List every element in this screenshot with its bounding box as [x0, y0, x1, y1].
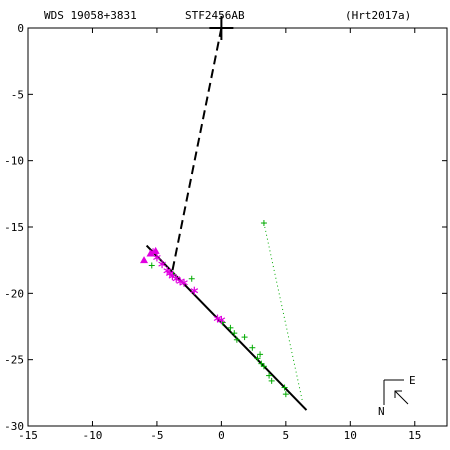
- asterisk-stroke: [217, 317, 226, 323]
- observation-plus-point: [260, 363, 267, 370]
- observation-plus-point: [281, 384, 288, 391]
- observation-plus-point: [233, 336, 240, 343]
- x-tick-label: -5: [150, 429, 163, 442]
- axis-ticks: -15 -10 -5 0 5 10 15 0 -5 -10 -15 -20 -25 -30: [4, 22, 447, 442]
- y-tick-label: -5: [11, 88, 24, 101]
- asterisk-stroke: [172, 276, 181, 282]
- observation-asterisk-point: [153, 253, 161, 262]
- plot-lines: [145, 27, 308, 411]
- asterisk-stroke: [153, 254, 161, 261]
- observation-plus-point: [148, 262, 155, 269]
- asterisk-stroke: [190, 288, 199, 294]
- observation-plus-point: [241, 334, 248, 341]
- observation-plus-point: [268, 377, 275, 384]
- observation-asterisk-point: [213, 314, 222, 323]
- observation-asterisk-point: [158, 260, 166, 269]
- orbit-line: [145, 244, 308, 411]
- observation-triangle-point: [140, 256, 149, 264]
- x-tick-label: 15: [408, 429, 421, 442]
- observation-plus-point: [188, 275, 195, 282]
- y-tick-label: -30: [4, 420, 24, 433]
- header-star-id: WDS 19058+3831: [44, 9, 137, 22]
- y-tick-label: 0: [17, 22, 24, 35]
- x-tick-label: 10: [344, 429, 357, 442]
- observation-plus-point: [227, 324, 234, 331]
- observation-asterisk-point: [190, 286, 199, 295]
- observation-plus-point: [231, 330, 238, 337]
- y-tick-label: -20: [4, 287, 24, 300]
- observation-asterisk-point: [176, 277, 184, 286]
- asterisk-stroke: [213, 316, 222, 322]
- observation-plus-point: [249, 344, 256, 351]
- plot-frame: [27, 27, 448, 427]
- observation-plus-point: [258, 360, 265, 367]
- x-tick-label: -10: [83, 429, 103, 442]
- asterisk-stroke: [176, 278, 184, 284]
- compass-east-label: E: [409, 374, 416, 387]
- y-tick-label: -25: [4, 354, 24, 367]
- x-tick-label: -15: [18, 429, 38, 442]
- x-tick-label: 5: [283, 429, 290, 442]
- asterisk-stroke: [180, 280, 188, 286]
- x-tick-label: 0: [218, 429, 225, 442]
- observation-plus-point: [254, 355, 261, 362]
- observation-asterisk-point: [217, 315, 226, 324]
- asterisk-stroke: [168, 273, 177, 279]
- data-marks: [140, 16, 289, 398]
- header-component: STF2456AB: [185, 9, 245, 22]
- residual-dotted-line: [263, 222, 304, 403]
- y-tick-label: -10: [4, 155, 24, 168]
- compass-north-label: N: [378, 405, 385, 418]
- header-reference: (Hrt2017a): [345, 9, 412, 22]
- y-tick-label: -15: [4, 221, 24, 234]
- observation-plus-point: [266, 372, 273, 379]
- observation-plus-point: [260, 220, 267, 227]
- observation-asterisk-point: [180, 278, 188, 287]
- motion-arrow-head: [394, 390, 402, 398]
- observation-triangle-point: [146, 249, 155, 257]
- asterisk-stroke: [158, 261, 166, 267]
- motion-arrow-shaft: [394, 390, 409, 405]
- observation-triangle-point: [151, 246, 160, 254]
- observation-plus-point: [257, 351, 264, 358]
- observation-plus-point: [282, 391, 289, 398]
- compass: E N: [378, 374, 416, 418]
- periastron-dashed-line: [171, 27, 223, 271]
